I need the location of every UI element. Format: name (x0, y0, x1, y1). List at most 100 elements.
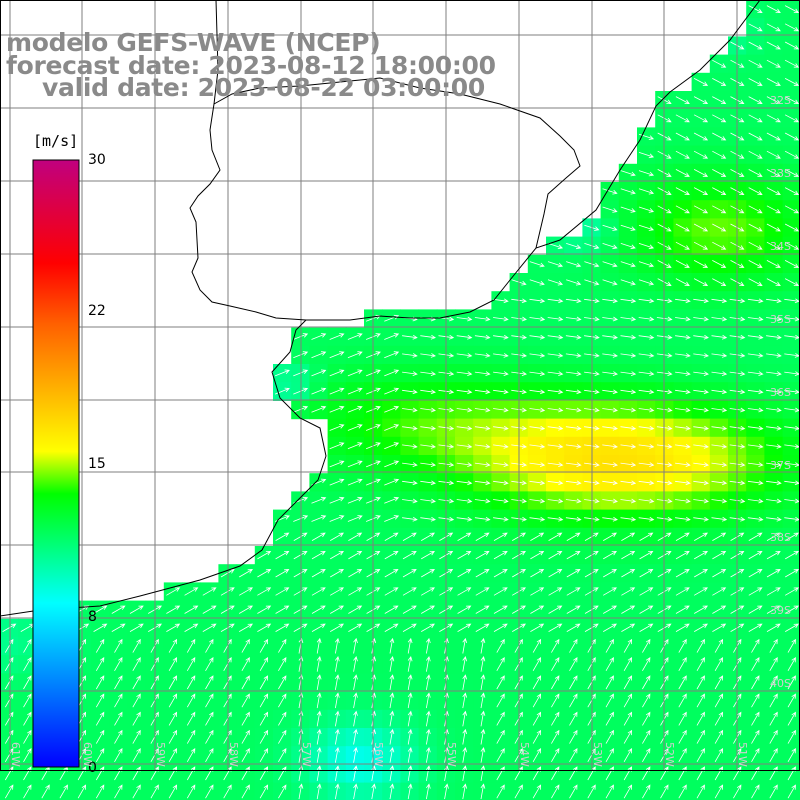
wind-arrow (293, 605, 308, 614)
lon-label-57w: 57W (300, 742, 313, 767)
wind-speed-cell (163, 709, 183, 729)
wind-speed-cell (91, 618, 110, 638)
wind-arrow (186, 784, 196, 799)
wind-arrow (311, 369, 327, 377)
wind-speed-cell (637, 527, 656, 547)
wind-arrow (384, 605, 399, 614)
wind-arrow (329, 496, 345, 504)
wind-arrow (407, 747, 413, 763)
wind-arrow (766, 278, 781, 287)
wind-speed-cell (200, 728, 219, 747)
wind-speed-cell (746, 673, 765, 693)
wind-arrow (316, 710, 322, 727)
wind-arrow (565, 334, 582, 340)
wind-arrow (462, 783, 468, 800)
wind-speed-cell (709, 655, 729, 674)
wind-arrow (766, 169, 781, 177)
wind-arrow (462, 747, 468, 763)
wind-speed-cell (254, 764, 274, 784)
wind-arrow (384, 351, 400, 359)
wind-speed-cell (527, 637, 547, 656)
wind-arrow (23, 638, 32, 653)
wind-speed-cell (564, 527, 583, 547)
wind-arrow (569, 675, 578, 690)
wind-arrow (565, 316, 582, 322)
wind-speed-cell (491, 618, 511, 638)
wind-arrow (316, 728, 322, 745)
wind-arrow (712, 132, 727, 141)
wind-speed-cell (0, 746, 19, 765)
wind-arrow (493, 532, 508, 541)
wind-arrow (259, 675, 269, 690)
wind-arrow (638, 298, 655, 304)
wind-arrow (114, 711, 123, 726)
wind-arrow (114, 638, 123, 653)
wind-speed-cell (91, 746, 110, 765)
wind-arrow (223, 657, 232, 671)
wind-speed-cell (655, 618, 674, 638)
wind-speed-cell (327, 564, 347, 583)
wind-speed-cell (618, 709, 638, 729)
wind-arrow (605, 638, 614, 653)
wind-arrow (348, 569, 363, 578)
wind-arrow (329, 387, 345, 395)
wind-speed-cell (0, 764, 19, 784)
wind-speed-cell (236, 746, 256, 765)
wind-arrow (551, 711, 560, 726)
wind-speed-cell (182, 764, 201, 784)
wind-arrow (638, 279, 655, 286)
wind-speed-cell (709, 728, 729, 747)
wind-speed-cell (200, 618, 219, 638)
wind-arrow (547, 261, 564, 268)
wind-speed-cell (163, 673, 183, 693)
wind-arrow (407, 674, 413, 690)
wind-speed-cell (18, 728, 37, 747)
wind-speed-cell (91, 637, 110, 656)
wind-arrow (420, 353, 436, 358)
wind-arrow (620, 316, 637, 322)
wind-arrow (420, 462, 436, 467)
wind-arrow (259, 784, 269, 799)
wind-speed-cell (564, 746, 583, 765)
wind-arrow (293, 532, 308, 541)
wind-speed-cell (236, 728, 256, 747)
wind-arrow (23, 675, 32, 690)
wind-arrow (747, 353, 764, 358)
wind-arrow (748, 532, 763, 541)
wind-arrow (407, 692, 413, 709)
wind-arrow (168, 638, 178, 653)
wind-speed-cell (109, 746, 128, 765)
wind-arrow (766, 223, 781, 232)
wind-arrow (474, 334, 491, 340)
wind-speed-cell (18, 764, 37, 784)
wind-arrow (569, 784, 578, 799)
wind-speed-cell (527, 527, 547, 547)
wind-arrow (566, 243, 582, 250)
wind-arrow (675, 298, 691, 304)
wind-arrow (384, 424, 400, 431)
wind-arrow (785, 587, 799, 596)
wind-speed-cell (273, 618, 292, 638)
wind-arrow (425, 747, 431, 763)
wind-speed-cell (782, 72, 800, 92)
wind-arrow (278, 638, 287, 653)
wind-arrow (347, 515, 363, 522)
wind-arrow (566, 532, 581, 541)
wind-arrow (530, 587, 545, 596)
wind-speed-cell (418, 527, 438, 547)
wind-arrow (620, 462, 637, 467)
wind-arrow (766, 241, 781, 250)
wind-arrow (565, 516, 582, 522)
lon-label-52w: 52W (663, 742, 676, 767)
wind-arrow (569, 711, 578, 726)
wind-arrow (693, 132, 709, 141)
wind-arrow (603, 587, 617, 596)
wind-arrow (4, 784, 14, 799)
wind-speed-cell (473, 564, 492, 583)
wind-arrow (602, 243, 618, 250)
wind-arrow (784, 169, 800, 177)
wind-arrow (785, 532, 799, 541)
wind-arrow (532, 784, 542, 799)
wind-arrow (532, 693, 542, 708)
wind-arrow (548, 532, 563, 541)
